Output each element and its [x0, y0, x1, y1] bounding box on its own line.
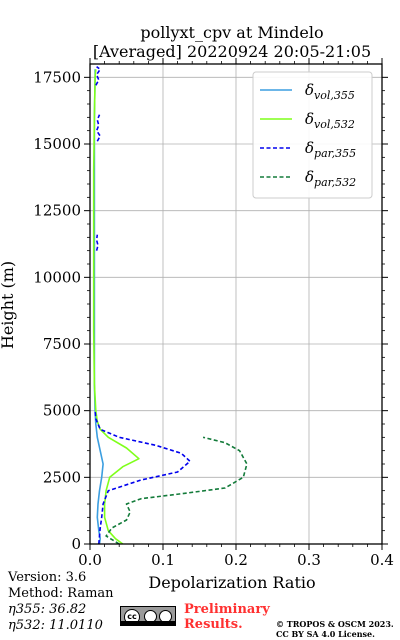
y-tick-label: 0 [71, 535, 81, 553]
plot-frame [89, 63, 383, 545]
footer-info: Version: 3.6 Method: Raman η355: 36.82 η… [8, 570, 114, 634]
x-tick-label: 0.4 [370, 551, 394, 569]
x-tick-label: 0.0 [78, 551, 102, 569]
legend-label: δvol,532 [305, 110, 355, 131]
series-line-2 [94, 410, 191, 545]
x-axis-label: Depolarization Ratio [148, 573, 315, 592]
y-tick-label: 5000 [43, 402, 81, 420]
chart-subtitle: [Averaged] 20220924 20:05-21:05 [93, 42, 371, 61]
series-line-4 [95, 114, 101, 142]
y-tick-label: 10000 [33, 268, 81, 286]
ticks: 0.0 0.1 0.2 0.3 0.4 0 2500 5000 7500 10000 12500 15… [33, 58, 394, 569]
y-tick-label: 15000 [33, 135, 81, 153]
legend-label: δpar,355 [305, 139, 356, 160]
copyright-note: © TROPOS & OSCM 2023. CC BY SA 4.0 Licen… [276, 619, 394, 639]
legend-label-base: δ [305, 110, 314, 128]
legend-label: δvol,355 [305, 81, 355, 102]
y-tick-label: 12500 [33, 202, 81, 220]
series-line-0 [93, 69, 104, 545]
x-tick-label: 0.2 [224, 551, 248, 569]
method-text: Method: Raman [8, 586, 114, 601]
legend-label: δpar,532 [305, 168, 356, 189]
legend-box [252, 71, 373, 199]
legend-label-sub: vol,355 [314, 89, 355, 102]
preliminary-results-note: Preliminary Results. [184, 602, 270, 632]
x-tick-label: 0.3 [297, 551, 321, 569]
series-lines [92, 66, 248, 545]
cc-strip [121, 621, 175, 625]
version-text: Version: 3.6 [8, 570, 87, 585]
legend-label-base: δ [305, 168, 314, 186]
eta532-text: η532: 11.0110 [8, 618, 103, 633]
y-tick-label: 2500 [43, 468, 81, 486]
series-line-5 [95, 66, 101, 86]
y-axis-label: Height (m) [0, 261, 17, 349]
chart-title: pollyxt_cpv at Mindelo [140, 23, 323, 42]
y-tick-label: 17500 [33, 68, 81, 86]
copyright-line-2: CC BY SA 4.0 License. [276, 629, 375, 639]
legend-label-sub: par,355 [314, 147, 356, 160]
eta355-text: η355: 36.82 [8, 602, 87, 617]
series-line-6 [95, 234, 99, 251]
cc-license-badge: cc [120, 606, 176, 626]
preliminary-line-2: Results. [184, 617, 243, 632]
legend-label-base: δ [305, 81, 314, 99]
copyright-line-1: © TROPOS & OSCM 2023. [276, 619, 394, 629]
preliminary-line-1: Preliminary [184, 602, 270, 617]
x-tick-label: 0.1 [151, 551, 175, 569]
legend-label-sub: vol,532 [314, 118, 355, 131]
series-line-1 [92, 69, 140, 545]
y-tick-label: 7500 [43, 335, 81, 353]
legend-label-base: δ [305, 139, 314, 157]
series-line-3 [105, 436, 248, 545]
legend-label-sub: par,532 [314, 176, 356, 189]
